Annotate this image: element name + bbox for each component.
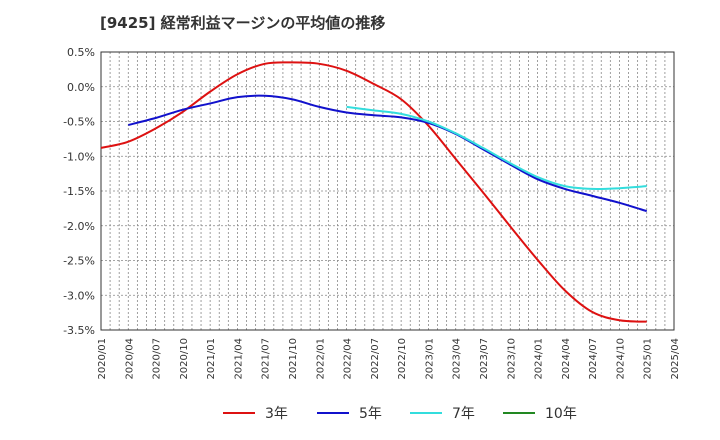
x-tick-label: 2022/07 — [370, 338, 381, 380]
legend-label: 10年 — [545, 406, 577, 422]
y-tick-label: -3.5% — [63, 324, 95, 337]
series-line-2 — [128, 94, 648, 213]
series-line-1 — [100, 61, 647, 323]
y-tick-label: -3.0% — [63, 289, 95, 302]
x-tick-label: 2020/07 — [152, 338, 163, 380]
x-tick-label: 2024/10 — [615, 338, 626, 380]
legend-label: 5年 — [359, 406, 382, 422]
x-tick-label: 2023/07 — [479, 338, 490, 380]
y-tick-label: 0.0% — [67, 81, 95, 94]
y-tick-label: 0.5% — [67, 46, 95, 59]
x-tick-label: 2021/07 — [261, 338, 272, 380]
x-axis-tick-labels: 2020/01 2020/04 2020/07 2020/10 2021/01 2021/… — [97, 338, 681, 380]
x-tick-label: 2020/01 — [97, 338, 108, 380]
x-tick-label: 2022/10 — [397, 338, 408, 380]
x-tick-label: 2022/01 — [315, 338, 326, 380]
plot-frame — [100, 51, 675, 331]
x-tick-label: 2021/01 — [206, 338, 217, 380]
legend-label: 3年 — [265, 406, 288, 422]
series-line-3 — [346, 105, 647, 191]
y-tick-label: -1.0% — [63, 150, 95, 163]
x-tick-label: 2025/04 — [670, 338, 681, 380]
legend-label: 7年 — [452, 406, 475, 422]
x-tick-label: 2020/10 — [179, 338, 190, 380]
y-tick-label: -2.5% — [63, 255, 95, 268]
y-tick-label: -1.5% — [63, 185, 95, 198]
x-tick-label: 2024/04 — [561, 338, 572, 380]
x-tick-label: 2021/04 — [233, 338, 244, 380]
y-tick-label: -2.0% — [63, 220, 95, 233]
series-lines — [100, 61, 648, 323]
horizontal-gridlines — [101, 86, 674, 296]
legend: 3年 5年 7年 10年 — [223, 406, 577, 422]
x-tick-label: 2022/04 — [343, 338, 354, 380]
x-tick-label: 2025/01 — [643, 338, 654, 380]
x-tick-label: 2023/04 — [452, 338, 463, 380]
x-tick-label: 2021/10 — [288, 338, 299, 380]
chart-title: [9425] 経常利益マージンの平均値の推移 — [100, 14, 386, 32]
y-axis-tick-labels: 0.5% 0.0% -0.5% -1.0% -1.5% -2.0% -2.5% -3.0% -3… — [63, 46, 95, 337]
x-tick-label: 2020/04 — [124, 338, 135, 380]
y-tick-label: -0.5% — [63, 116, 95, 129]
x-tick-label: 2023/10 — [506, 338, 517, 380]
x-tick-label: 2024/01 — [534, 338, 545, 380]
x-tick-label: 2024/07 — [588, 338, 599, 380]
x-tick-label: 2023/01 — [424, 338, 435, 380]
